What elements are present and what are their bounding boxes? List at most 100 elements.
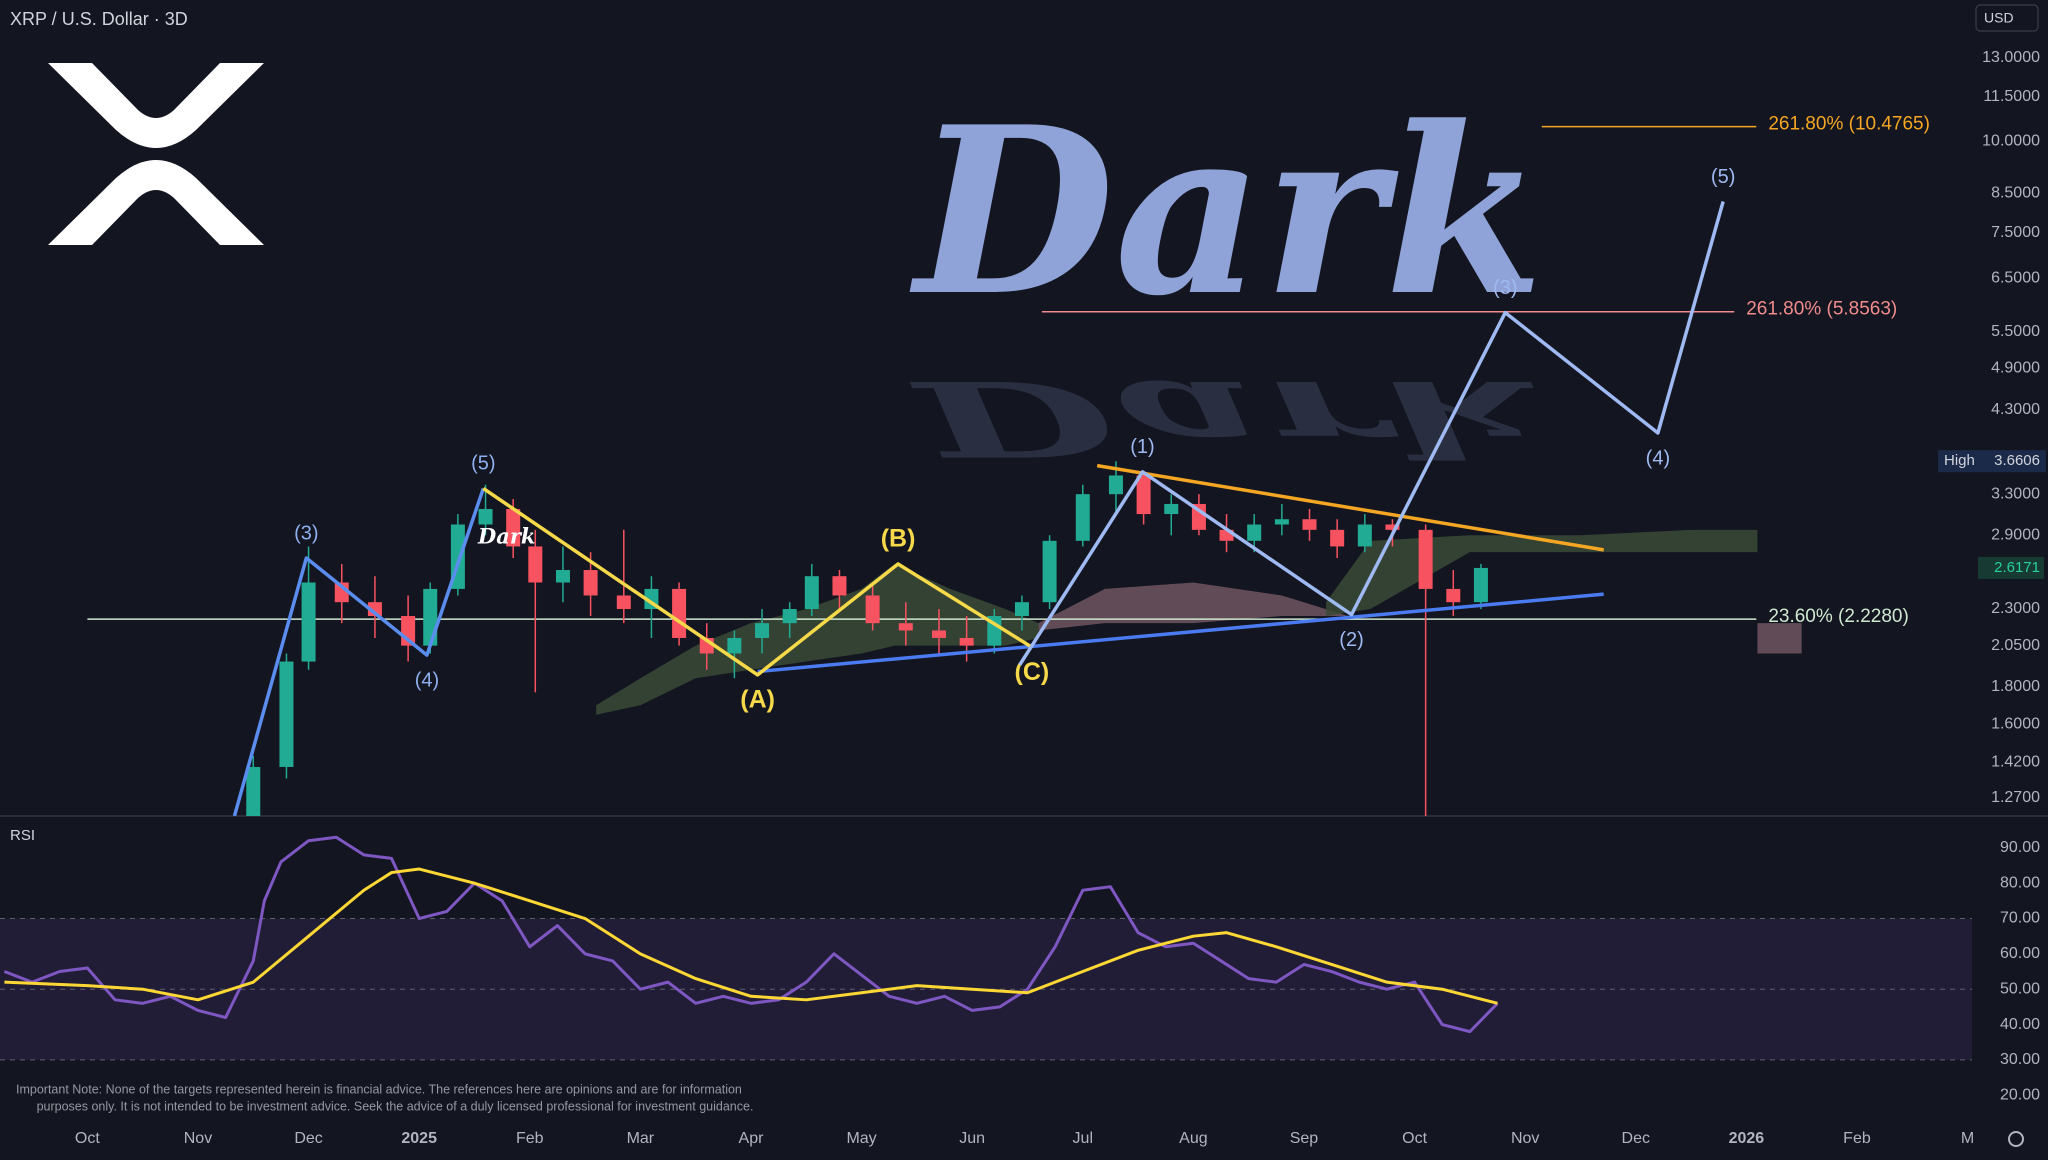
y-tick-label: 6.5000 — [1991, 270, 2040, 287]
x-tick-label: Mar — [627, 1130, 655, 1147]
y-tick-label: 11.5000 — [1983, 88, 2040, 105]
candle-body — [423, 588, 438, 646]
y-tick-label: 10.0000 — [1982, 133, 2040, 150]
candle-body — [506, 508, 521, 547]
high-badge-value: 3.6606 — [1994, 452, 2040, 469]
x-tick-label: Jul — [1073, 1130, 1093, 1147]
x-tick-label: 2025 — [401, 1130, 437, 1147]
y-tick-label: 5.5000 — [1991, 323, 2040, 340]
rsi-pane — [0, 835, 1972, 1061]
watermark-small: Dark — [477, 524, 535, 549]
trendline — [757, 592, 1604, 674]
wave-line — [1018, 201, 1725, 666]
wave-label: (3) — [294, 522, 318, 544]
candle-body — [865, 595, 880, 624]
y-tick-label: 1.4200 — [1991, 754, 2040, 771]
candle-body — [301, 582, 316, 662]
candle-body — [1108, 475, 1123, 495]
rsi-line — [4, 867, 1498, 1005]
settings-icon[interactable] — [2008, 1131, 2024, 1147]
x-tick-label: Feb — [516, 1130, 544, 1147]
wave-label: (5) — [471, 453, 495, 475]
candle-body — [616, 595, 631, 610]
candle-body — [1473, 567, 1488, 603]
x-tick-label: Aug — [1179, 1130, 1207, 1147]
high-badge-label: High — [1944, 452, 1975, 469]
candle-body — [1014, 602, 1029, 617]
wave-line — [482, 486, 1033, 677]
candle-body — [478, 508, 493, 525]
x-tick-label: 2026 — [1729, 1130, 1765, 1147]
wave-label: (B) — [881, 525, 916, 553]
candle-body — [528, 546, 543, 583]
x-tick-label: Dec — [294, 1130, 322, 1147]
candle-body — [672, 588, 687, 638]
fib-label: 261.80% (5.8563) — [1746, 299, 1897, 320]
y-tick-label: 2.3000 — [1991, 600, 2040, 617]
high-badge — [1938, 450, 2046, 473]
rsi-tick-label: 40.00 — [2000, 1016, 2040, 1033]
candle-body — [1274, 519, 1289, 525]
candle-body — [246, 766, 261, 816]
y-tick-label: 2.9000 — [1991, 526, 2040, 543]
disclaimer-note: purposes only. It is not intended to be … — [37, 1099, 754, 1113]
candle-body — [555, 570, 570, 583]
y-tick-label: 4.3000 — [1991, 401, 2040, 418]
candle-body — [1302, 519, 1317, 530]
chart-title: XRP / U.S. Dollar · 3D — [10, 9, 188, 29]
y-tick-label: 7.5000 — [1991, 224, 2040, 241]
candle-body — [931, 630, 946, 638]
candle-body — [1330, 529, 1345, 547]
candle-body — [1042, 540, 1057, 603]
candle-body — [1136, 475, 1151, 515]
candle-body — [898, 623, 913, 631]
candle-body — [279, 661, 294, 767]
xrp-logo — [48, 63, 264, 245]
logo-top — [48, 63, 264, 148]
trendline — [1096, 463, 1604, 552]
rsi-tick-label: 20.00 — [2000, 1086, 2040, 1103]
candle-body — [1164, 503, 1179, 515]
x-tick-label: Jun — [959, 1130, 985, 1147]
candle-body — [804, 576, 819, 610]
currency-button[interactable] — [1975, 4, 2039, 32]
x-tick-label: M — [1961, 1130, 1974, 1147]
wave-label: (2) — [1339, 629, 1363, 651]
candle-body — [755, 623, 770, 638]
x-tick-label: Oct — [75, 1130, 100, 1147]
price-pane: 261.80% (10.4765) 261.80% (5.8563) 23.60% … — [87, 114, 1930, 816]
x-tick-label: Apr — [739, 1130, 765, 1147]
fib-label: 23.60% (2.2280) — [1768, 606, 1909, 627]
currency-button-label[interactable]: USD — [1984, 10, 2014, 26]
wave-label: (4) — [415, 669, 439, 691]
fib-label: 261.80% (10.4765) — [1768, 114, 1930, 135]
wave-label: (A) — [740, 685, 775, 713]
y-tick-label: 2.0500 — [1991, 637, 2040, 654]
candle-body — [1247, 524, 1262, 541]
wave-label: (5) — [1711, 166, 1735, 188]
rsi-line — [3, 835, 1499, 1034]
rsi-tick-label: 80.00 — [2000, 874, 2040, 891]
ichimoku-cloud — [596, 563, 1039, 715]
candle-body — [832, 576, 847, 596]
wave-label: (1) — [1130, 436, 1154, 458]
last-price-value: 2.6171 — [1994, 559, 2040, 576]
wave-label: (3) — [1493, 277, 1517, 299]
candle-body — [1446, 588, 1461, 603]
y-tick-label: 1.2700 — [1991, 789, 2040, 806]
wave-label: (4) — [1646, 447, 1670, 469]
overlay: 13.0000 11.5000 10.0000 8.5000 7.5000 6.5000 5… — [16, 49, 2046, 1147]
watermark: Dark — [909, 77, 1544, 347]
x-tick-label: Nov — [1511, 1130, 1539, 1147]
x-tick-label: Sep — [1290, 1130, 1319, 1147]
watermark-reflection: Dark — [909, 357, 1544, 478]
x-tick-label: May — [846, 1130, 876, 1147]
y-tick-label: 8.5000 — [1991, 184, 2040, 201]
x-tick-label: Dec — [1622, 1130, 1650, 1147]
ichimoku-cloud — [1326, 529, 1758, 617]
rsi-title: RSI — [10, 827, 35, 844]
x-tick-label: Feb — [1843, 1130, 1871, 1147]
y-tick-label: 1.6000 — [1991, 716, 2040, 733]
y-tick-label: 3.3000 — [1991, 485, 2040, 502]
